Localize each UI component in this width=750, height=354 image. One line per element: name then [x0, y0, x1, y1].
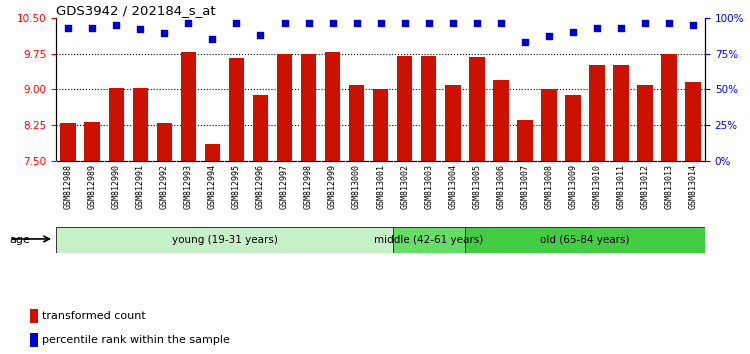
Point — [374, 21, 387, 26]
Text: GSM813013: GSM813013 — [664, 164, 674, 209]
Text: GSM812991: GSM812991 — [136, 164, 145, 209]
Bar — [393, 227, 465, 253]
Point — [86, 25, 98, 30]
Bar — [373, 89, 388, 161]
Point — [687, 22, 699, 28]
Point — [62, 25, 74, 30]
Bar — [613, 65, 628, 161]
Point — [134, 26, 146, 32]
Text: GSM812996: GSM812996 — [256, 164, 265, 209]
Bar — [325, 52, 340, 161]
Text: GSM813012: GSM813012 — [640, 164, 650, 209]
Bar — [421, 56, 436, 161]
Bar — [493, 80, 508, 161]
Bar — [205, 144, 220, 161]
Text: GSM812997: GSM812997 — [280, 164, 289, 209]
Bar — [56, 227, 393, 253]
Text: GSM813010: GSM813010 — [592, 164, 602, 209]
Text: GSM812995: GSM812995 — [232, 164, 241, 209]
Point — [543, 34, 555, 39]
Point — [182, 21, 194, 26]
Text: GSM812989: GSM812989 — [88, 164, 97, 209]
Text: GSM813004: GSM813004 — [448, 164, 458, 209]
Text: young (19-31 years): young (19-31 years) — [172, 235, 278, 245]
Text: GSM812993: GSM812993 — [184, 164, 193, 209]
Point — [615, 25, 627, 30]
Bar — [109, 88, 124, 161]
Bar — [229, 58, 244, 161]
Text: GSM812992: GSM812992 — [160, 164, 169, 209]
Text: GSM812998: GSM812998 — [304, 164, 313, 209]
Point — [471, 21, 483, 26]
Point — [447, 21, 459, 26]
Text: GSM813009: GSM813009 — [568, 164, 578, 209]
Text: age: age — [9, 235, 30, 245]
Text: GSM813001: GSM813001 — [376, 164, 386, 209]
Bar — [686, 82, 700, 161]
Text: GSM813008: GSM813008 — [544, 164, 554, 209]
Point — [206, 36, 218, 42]
Bar — [541, 89, 556, 161]
Bar — [181, 52, 196, 161]
Bar — [589, 65, 604, 161]
Bar — [253, 95, 268, 161]
Point — [230, 21, 242, 26]
Point — [399, 21, 411, 26]
Text: GSM813003: GSM813003 — [424, 164, 433, 209]
Point — [254, 32, 266, 38]
Text: GSM812990: GSM812990 — [112, 164, 121, 209]
Point — [350, 21, 362, 26]
Bar — [465, 227, 705, 253]
Bar — [85, 122, 100, 161]
Text: GSM812988: GSM812988 — [64, 164, 73, 209]
Text: GDS3942 / 202184_s_at: GDS3942 / 202184_s_at — [56, 4, 216, 17]
Point — [423, 21, 435, 26]
Text: GSM813005: GSM813005 — [472, 164, 482, 209]
Bar — [301, 54, 316, 161]
Text: old (65-84 years): old (65-84 years) — [540, 235, 629, 245]
Bar — [277, 55, 292, 161]
Point — [591, 25, 603, 30]
Text: percentile rank within the sample: percentile rank within the sample — [43, 335, 230, 345]
Point — [278, 21, 290, 26]
Text: GSM813006: GSM813006 — [496, 164, 506, 209]
Point — [519, 39, 531, 45]
Text: transformed count: transformed count — [43, 311, 146, 321]
Bar — [30, 309, 38, 323]
Point — [158, 31, 170, 36]
Point — [110, 22, 122, 28]
Bar — [133, 88, 148, 161]
Text: GSM812999: GSM812999 — [328, 164, 337, 209]
Point — [663, 21, 675, 26]
Point — [302, 21, 314, 26]
Bar — [397, 56, 412, 161]
Bar — [517, 120, 532, 161]
Text: middle (42-61 years): middle (42-61 years) — [374, 235, 483, 245]
Text: GSM813007: GSM813007 — [520, 164, 530, 209]
Bar — [61, 123, 76, 161]
Bar — [445, 85, 460, 161]
Bar — [349, 85, 364, 161]
Bar — [637, 85, 652, 161]
Bar — [469, 57, 484, 161]
Text: GSM813002: GSM813002 — [400, 164, 410, 209]
Point — [495, 21, 507, 26]
Point — [567, 29, 579, 35]
Text: GSM812994: GSM812994 — [208, 164, 217, 209]
Point — [326, 21, 338, 26]
Text: GSM813011: GSM813011 — [616, 164, 626, 209]
Bar — [662, 53, 676, 161]
Bar — [565, 95, 580, 161]
Text: GSM813014: GSM813014 — [688, 164, 698, 209]
Text: GSM813000: GSM813000 — [352, 164, 361, 209]
Bar — [30, 333, 38, 347]
Bar — [157, 123, 172, 161]
Point — [639, 21, 651, 26]
